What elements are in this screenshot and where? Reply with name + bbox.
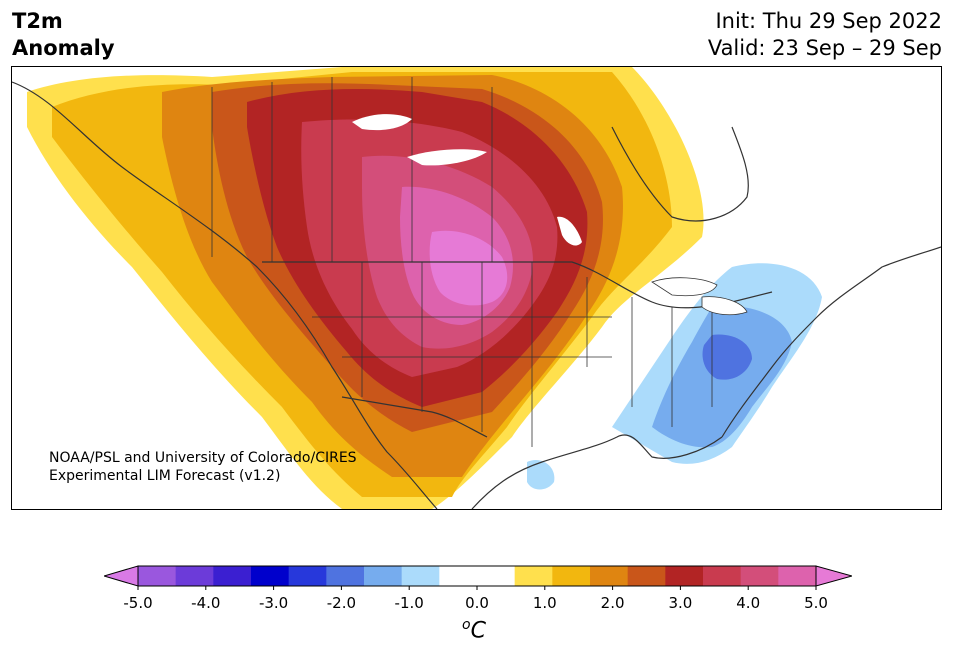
north-america-map bbox=[12, 67, 941, 509]
colorbar-tick-label: 4.0 bbox=[736, 594, 760, 612]
color-legend: -5.0 -4.0 -3.0 -2.0 -1.0 0.0 1.0 2.0 3.0 4.0 5.0 bbox=[102, 564, 854, 626]
hudson-bay bbox=[611, 126, 749, 222]
coastline-west bbox=[12, 81, 438, 509]
colorbar-unit: oC bbox=[462, 617, 486, 643]
great-slave-lake bbox=[407, 149, 487, 166]
colorbar-swatch bbox=[175, 566, 214, 586]
coastline-gulf bbox=[471, 434, 723, 509]
colorbar-tick-label: -1.0 bbox=[395, 594, 424, 612]
map-title: T2m Anomaly bbox=[12, 8, 115, 62]
colorbar-swatch bbox=[703, 566, 742, 586]
great-lakes bbox=[651, 277, 748, 316]
us-mexico-border bbox=[341, 396, 488, 438]
init-date: Init: Thu 29 Sep 2022 bbox=[715, 9, 942, 33]
colorbar-swatch bbox=[514, 566, 553, 586]
colorbar-tick-label: 0.0 bbox=[465, 594, 489, 612]
colorbar-tick-label: 3.0 bbox=[668, 594, 692, 612]
great-bear-lake bbox=[352, 114, 412, 131]
colorbar-tick-label: -3.0 bbox=[259, 594, 288, 612]
colorbar-swatch bbox=[364, 566, 403, 586]
data-credit: NOAA/PSL and University of Colorado/CIRE… bbox=[49, 449, 357, 485]
colorbar-tick-label: 5.0 bbox=[804, 594, 828, 612]
colorbar-under-arrow bbox=[102, 565, 139, 587]
credit-line-1: NOAA/PSL and University of Colorado/CIRE… bbox=[49, 450, 357, 466]
title-line-1: T2m bbox=[12, 9, 63, 33]
colorbar-over-arrow bbox=[815, 565, 854, 587]
colorbar-swatch bbox=[439, 566, 478, 586]
unit-degree-sign: o bbox=[462, 617, 471, 633]
colorbar-swatch bbox=[477, 566, 516, 586]
colorbar-swatch bbox=[251, 566, 290, 586]
band-5c bbox=[429, 230, 508, 306]
title-line-2: Anomaly bbox=[12, 36, 115, 60]
colorbar-swatch bbox=[740, 566, 779, 586]
colorbar-swatch bbox=[288, 566, 327, 586]
colorbar-swatch bbox=[552, 566, 591, 586]
band-neg-2c bbox=[702, 334, 752, 380]
colorbar-swatch bbox=[778, 566, 817, 586]
colorbar-tick-label: -5.0 bbox=[123, 594, 152, 612]
colorbar-swatch bbox=[401, 566, 440, 586]
band-neg-1c-small bbox=[527, 459, 555, 490]
colorbar-swatch bbox=[326, 566, 365, 586]
unit-celsius: C bbox=[470, 618, 486, 644]
coastline-east bbox=[721, 246, 941, 438]
colorbar-tick-label: -4.0 bbox=[191, 594, 220, 612]
colorbar-swatch bbox=[627, 566, 666, 586]
forecast-info: Init: Thu 29 Sep 2022 Valid: 23 Sep – 29… bbox=[708, 8, 942, 62]
colorbar-swatch bbox=[665, 566, 704, 586]
colorbar-swatch bbox=[213, 566, 252, 586]
colorbar-tick-label: -2.0 bbox=[327, 594, 356, 612]
colorbar-tick-label: 1.0 bbox=[533, 594, 557, 612]
lake-winnipeg bbox=[557, 216, 582, 246]
state-lines bbox=[211, 77, 713, 447]
valid-range: Valid: 23 Sep – 29 Sep bbox=[707, 36, 942, 60]
credit-line-2: Experimental LIM Forecast (v1.2) bbox=[49, 468, 281, 484]
colorbar-swatch bbox=[138, 566, 177, 586]
colorbar-swatch bbox=[590, 566, 629, 586]
colorbar-svg: -5.0 -4.0 -3.0 -2.0 -1.0 0.0 1.0 2.0 3.0 4.0 5.0 bbox=[102, 565, 854, 612]
colorbar-tick-label: 2.0 bbox=[601, 594, 625, 612]
anomaly-map bbox=[11, 66, 942, 510]
